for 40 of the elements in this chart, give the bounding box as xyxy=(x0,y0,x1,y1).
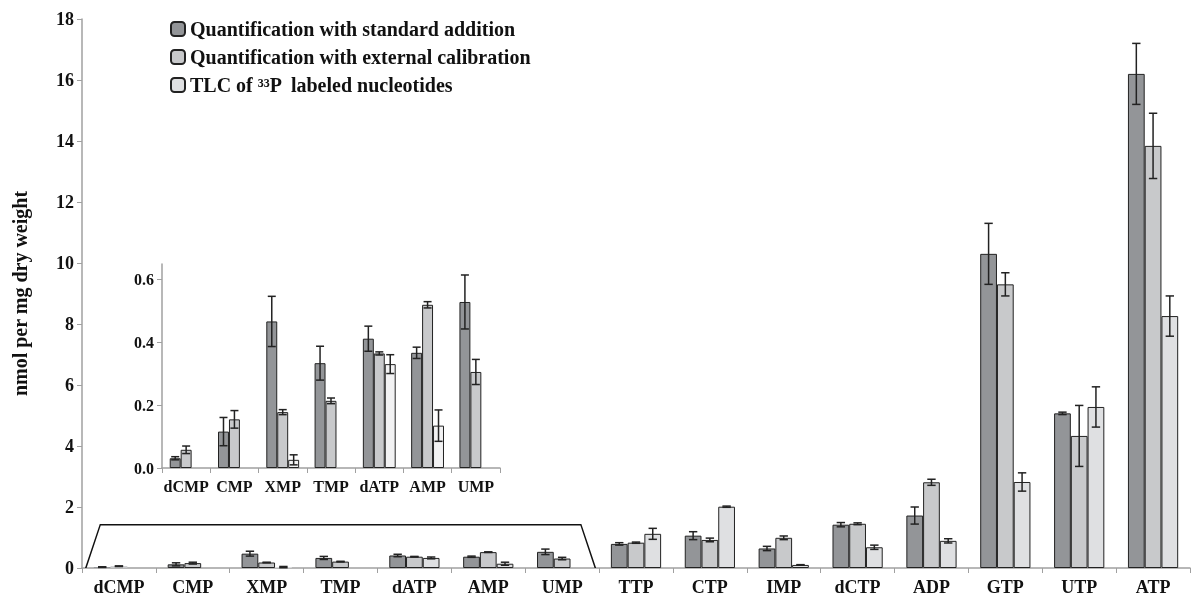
legend-label: TLC of ³³P labeled nucleotides xyxy=(190,74,453,96)
y-tick-label: 6 xyxy=(65,375,74,395)
x-tick-label: dCMP xyxy=(93,577,145,597)
x-tick-label: GTP xyxy=(986,577,1024,597)
y-tick-label: 0 xyxy=(65,558,74,578)
x-tick-label: dATP xyxy=(359,477,400,495)
x-tick-label: dCTP xyxy=(834,577,881,597)
y-tick-label: 16 xyxy=(56,70,74,90)
y-tick-label: 10 xyxy=(56,253,74,273)
y-tick-label: 0.0 xyxy=(134,459,154,477)
x-tick-label: TMP xyxy=(320,577,361,597)
y-tick-label: 0.6 xyxy=(134,271,154,289)
x-tick-label: UMP xyxy=(457,477,495,495)
x-tick-label: TMP xyxy=(313,477,349,495)
x-tick-label: UMP xyxy=(541,577,583,597)
x-tick-label: dATP xyxy=(392,577,437,597)
x-tick-label: dCMP xyxy=(163,477,210,495)
x-tick-label: ATP xyxy=(1135,577,1171,597)
x-tick-label: CMP xyxy=(172,577,214,597)
x-tick-label: IMP xyxy=(766,577,802,597)
y-tick-label: 18 xyxy=(56,9,74,29)
x-tick-label: TTP xyxy=(618,577,654,597)
x-tick-label: AMP xyxy=(467,577,509,597)
y-tick-label: 0.4 xyxy=(134,333,154,351)
y-tick-label: 4 xyxy=(65,436,74,456)
x-tick-label: XMP xyxy=(246,577,288,597)
legend-label: Quantification with standard addition xyxy=(190,18,516,40)
x-tick-label: CTP xyxy=(691,577,728,597)
x-tick-label: AMP xyxy=(409,477,447,495)
y-tick-label: 12 xyxy=(56,192,74,212)
y-tick-label: 0.2 xyxy=(134,396,154,414)
x-tick-label: CMP xyxy=(216,477,253,495)
y-tick-label: 2 xyxy=(65,497,74,517)
x-tick-label: XMP xyxy=(264,477,302,495)
legend-label: Quantification with external calibration xyxy=(190,46,531,68)
y-axis-title: nmol per mg dry weight xyxy=(9,190,32,397)
y-tick-label: 8 xyxy=(65,314,74,334)
x-tick-label: ADP xyxy=(912,577,950,597)
y-tick-label: 14 xyxy=(56,131,74,151)
x-tick-label: UTP xyxy=(1061,577,1098,597)
